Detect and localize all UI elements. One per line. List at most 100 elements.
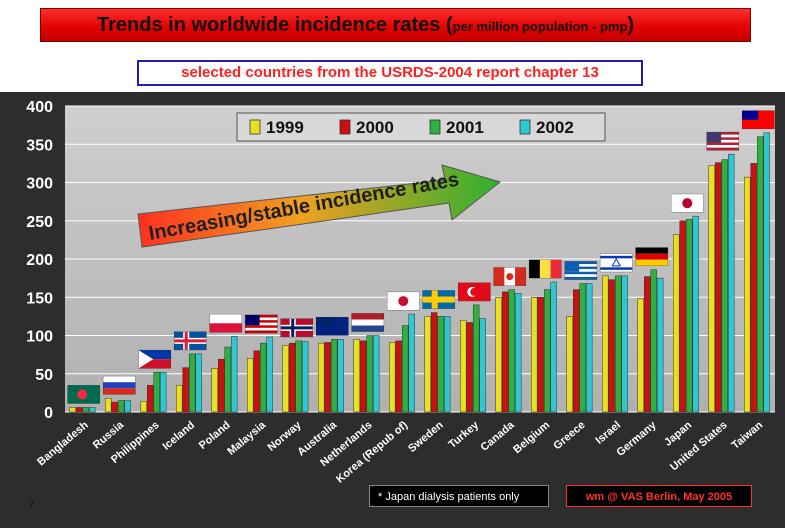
bar-russia-2001	[118, 400, 125, 413]
bar-turkey-2001	[473, 304, 480, 413]
legend-box	[236, 112, 606, 142]
bar-netherlands-2001	[366, 335, 373, 413]
credit: wm @ VAS Berlin, May 2005	[566, 485, 752, 507]
bar-united-states-2001	[721, 159, 728, 413]
bar-turkey-1999	[460, 319, 467, 413]
y-tick-label: 300	[26, 176, 53, 193]
page-number: 7	[29, 499, 35, 510]
subtitle-prefix: selected countries from the	[181, 64, 382, 81]
bar-greece-2000	[573, 289, 580, 413]
y-tick-label: 100	[26, 329, 53, 346]
germany-flag-icon	[635, 247, 669, 267]
bar-canada-2002	[515, 293, 522, 413]
bar-united-states-2000	[715, 162, 722, 413]
bar-belgium-2000	[537, 297, 544, 413]
bar-germany-2002	[657, 277, 664, 413]
bar-germany-2000	[644, 276, 651, 413]
bar-russia-2002	[124, 400, 131, 413]
bar-turkey-2000	[466, 322, 473, 413]
bar-greece-2001	[579, 283, 586, 413]
bar-korea-repub-of--2001	[402, 325, 409, 413]
bar-sweden-2002	[444, 316, 451, 413]
bar-australia-2000	[324, 342, 331, 413]
legend-swatch-1999	[249, 119, 261, 135]
bar-japan-1999	[673, 234, 680, 413]
bar-belgium-2001	[544, 289, 551, 413]
bar-sweden-2000	[431, 312, 438, 413]
bar-taiwan-1999	[744, 176, 751, 413]
bar-israel-1999	[602, 275, 609, 413]
bar-israel-2001	[615, 275, 622, 413]
bar-bangladesh-2001	[82, 407, 89, 413]
footnote: * Japan dialysis patients only	[369, 485, 549, 507]
y-tick-label: 400	[26, 99, 53, 116]
legend-swatch-2002	[519, 119, 531, 135]
taiwan-flag-icon	[741, 110, 775, 130]
bar-japan-2000	[679, 220, 686, 413]
title-close: )	[627, 14, 635, 36]
bar-australia-2001	[331, 339, 338, 413]
bar-malaysia-2002	[266, 336, 273, 413]
bar-philippines-1999	[140, 401, 147, 413]
y-tick-label: 50	[35, 367, 53, 384]
subtitle: selected countries from the USRDS-2004 r…	[137, 60, 643, 86]
belgium-flag-icon	[528, 259, 562, 279]
philippines-flag-icon	[138, 349, 172, 369]
y-tick-label: 0	[44, 405, 53, 422]
korea-flag-icon	[386, 291, 420, 311]
bar-poland-1999	[211, 368, 218, 413]
bar-korea-repub-of--1999	[389, 342, 396, 413]
bar-bangladesh-2000	[76, 407, 83, 413]
bar-philippines-2002	[160, 371, 167, 413]
israel-flag-icon	[599, 253, 633, 273]
malaysia-flag-icon	[244, 314, 278, 334]
trend-arrow-shape	[137, 164, 502, 248]
bar-netherlands-2000	[360, 340, 367, 413]
bar-korea-repub-of--2000	[395, 340, 402, 413]
bar-taiwan-2001	[757, 136, 764, 413]
bar-canada-1999	[495, 297, 502, 413]
united-states-flag-icon	[706, 131, 740, 151]
bar-norway-1999	[282, 345, 289, 413]
bar-canada-2000	[502, 291, 509, 413]
bar-israel-2000	[608, 279, 615, 413]
bar-norway-2002	[302, 341, 309, 413]
bar-poland-2002	[231, 336, 238, 413]
bar-bangladesh-1999	[69, 407, 76, 413]
legend-label-2001: 2001	[446, 118, 484, 137]
legend-label-2000: 2000	[356, 118, 394, 137]
bar-iceland-2001	[189, 353, 196, 413]
bar-russia-2000	[111, 401, 118, 413]
bar-belgium-2002	[550, 281, 557, 413]
bar-japan-2002	[692, 215, 699, 413]
netherlands-flag-icon	[351, 313, 385, 332]
bar-sweden-1999	[424, 316, 431, 413]
bar-norway-2001	[295, 340, 302, 413]
bar-canada-2001	[508, 289, 515, 413]
bangladesh-flag-icon	[67, 385, 101, 404]
bar-norway-2000	[289, 342, 296, 413]
australia-flag-icon	[315, 317, 349, 336]
legend-swatch-2001	[429, 119, 441, 135]
bar-poland-2000	[218, 358, 225, 413]
bar-netherlands-2002	[373, 335, 380, 413]
bar-greece-2002	[586, 283, 593, 413]
bar-australia-1999	[318, 342, 325, 413]
bar-united-states-2002	[728, 153, 735, 413]
turkey-flag-icon	[457, 282, 491, 302]
bar-russia-1999	[105, 397, 112, 413]
bar-iceland-2000	[182, 367, 189, 413]
legend-label-2002: 2002	[536, 118, 574, 137]
bar-poland-2001	[224, 346, 231, 413]
title-main: Trends in worldwide incidence rates (	[97, 14, 453, 36]
iceland-flag-icon	[173, 331, 207, 351]
bar-bangladesh-2002	[89, 407, 96, 413]
legend-swatch-2000	[339, 119, 351, 135]
y-tick-label: 250	[26, 214, 53, 231]
subtitle-source: USRDS-2004 report chapter 13	[381, 64, 599, 81]
y-tick-label: 200	[26, 252, 53, 269]
bar-malaysia-2000	[253, 350, 260, 413]
bar-malaysia-2001	[260, 342, 267, 413]
bar-belgium-1999	[531, 297, 538, 413]
poland-flag-icon	[209, 313, 243, 333]
